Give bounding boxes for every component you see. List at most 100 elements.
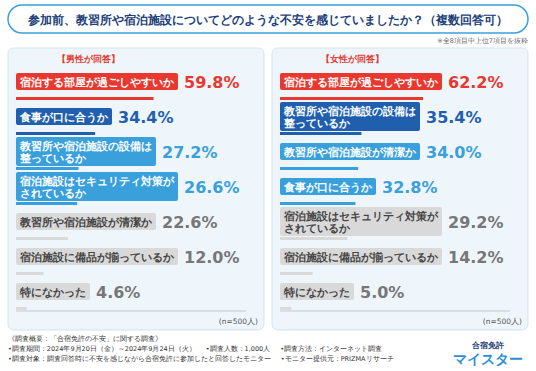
data-label: 14.2%: [448, 248, 504, 267]
row: 宿泊施設に備品が揃っているか 12.0%: [16, 248, 240, 267]
category-label: 食事が口に合うか: [283, 181, 373, 194]
label-line: 整っているか: [19, 152, 87, 164]
label-line: 食事が口に合うか: [19, 111, 109, 124]
panel: 【女性が回答】宿泊する部屋が過ごしやすいか 62.2% 教習所や宿泊施設の設備は整っ…: [272, 48, 528, 330]
category-label: 特になかった: [283, 286, 350, 299]
label-line: 教習所や宿泊施設の設備は: [19, 140, 152, 152]
bar: [16, 307, 27, 310]
category-label: 特になかった: [19, 286, 86, 299]
label-line: 宿泊施設はセキュリティ対策が: [19, 175, 175, 187]
bar: [280, 97, 423, 100]
data-label: 27.2%: [162, 143, 218, 162]
bars: [280, 97, 423, 310]
data-label: 4.6%: [96, 283, 140, 302]
label-line: 宿泊施設に備品が揃っているか: [19, 251, 175, 263]
labels: 宿泊する部屋が過ごしやすいか 62.2% 教習所や宿泊施設の設備は整っているか 35.…: [280, 73, 504, 302]
data-label: 59.8%: [184, 73, 240, 92]
data-label: 26.6%: [184, 178, 240, 197]
footer-item: •調査方法：インターネット調査: [280, 345, 382, 353]
label-line: 教習所や宿泊施設の設備は: [283, 105, 416, 117]
category-label: 教習所や宿泊施設の設備は整っているか: [19, 140, 152, 164]
label-box: [16, 213, 156, 230]
labels: 宿泊する部屋が過ごしやすいか59.8%食事が口に合うか34.4%教習所や宿泊施設…: [16, 73, 240, 302]
panel-frame: [272, 48, 528, 330]
row: 教習所や宿泊施設が清潔か 34.0%: [280, 143, 482, 162]
label-line: 宿泊施設に備品が揃っているか: [283, 251, 439, 263]
bar: [16, 132, 95, 135]
bar: [280, 167, 358, 170]
category-label: 食事が口に合うか: [19, 111, 109, 124]
bar: [16, 202, 77, 205]
row: 教習所や宿泊施設の設備は整っているか 35.4%: [280, 102, 482, 131]
row: 特になかった 4.6%: [16, 283, 140, 302]
label-line: されているか: [20, 187, 87, 199]
label-box: [280, 73, 442, 90]
row: 宿泊施設に備品が揃っているか 14.2%: [280, 248, 504, 267]
label-box: [16, 248, 178, 265]
category-label: 宿泊施設はセキュリティ対策がされているか: [19, 175, 175, 199]
row: 食事が口に合うか 32.8%: [280, 178, 438, 197]
panel-title: 【女性が回答】: [321, 54, 384, 64]
bar: [280, 132, 361, 135]
data-label: 29.2%: [448, 213, 504, 232]
label-line: 教習所や宿泊施設が清潔か: [19, 216, 153, 228]
footer-item: •調査人数：1,000人: [206, 345, 270, 353]
category-label: 宿泊する部屋が過ごしやすいか: [19, 76, 175, 89]
label-box: [16, 172, 178, 201]
data-label: 34.0%: [426, 143, 482, 162]
bar: [16, 237, 68, 240]
row: 特になかった 5.0%: [280, 283, 404, 302]
bars: [16, 97, 154, 310]
data-label: 35.4%: [426, 108, 482, 127]
category-label: 宿泊する部屋が過ごしやすいか: [283, 76, 439, 89]
label-line: 特になかった: [19, 286, 86, 299]
annotation: (n=500人): [219, 317, 258, 326]
footer-heading: 《調査概要：「合宿免許の不安」に関する調査》: [8, 335, 162, 343]
label-line: 特になかった: [283, 286, 350, 299]
label-box: [280, 178, 376, 195]
footer-item: •調査期間：2024年9月20日（金）～2024年9月24日（火）: [8, 345, 196, 353]
category-label: 宿泊施設はセキュリティ対策がされているか: [283, 210, 439, 234]
data-label: 5.0%: [360, 283, 404, 302]
label-line: 教習所や宿泊施設が清潔か: [283, 146, 417, 158]
bar: [280, 307, 292, 310]
panel-title: 【男性が回答】: [57, 54, 120, 64]
data-label: 32.8%: [382, 178, 438, 197]
data-label: 22.6%: [162, 213, 218, 232]
infographic: 参加前、教習所や宿泊施設についてどのような不安を感じていましたか？（複数回答可）…: [0, 0, 536, 371]
row: 宿泊施設はセキュリティ対策がされているか 29.2%: [280, 207, 504, 236]
label-line: されているか: [284, 222, 351, 234]
row: 教習所や宿泊施設が清潔か 22.6%: [16, 213, 218, 232]
bar: [280, 272, 313, 275]
row: 教習所や宿泊施設の設備は整っているか 27.2%: [16, 137, 218, 166]
row: 宿泊する部屋が過ごしやすいか 59.8%: [16, 73, 240, 92]
label-box: [280, 207, 442, 236]
row: 宿泊施設はセキュリティ対策がされているか 26.6%: [16, 172, 240, 201]
title: 参加前、教習所や宿泊施設についてどのような不安を感じていましたか？（複数回答可）: [27, 13, 508, 27]
axis-line: [280, 311, 510, 312]
note: ※全8項目中上位7項目を抜粋: [437, 37, 528, 45]
label-line: 食事が口に合うか: [283, 181, 373, 194]
bar: [280, 237, 347, 240]
category-label: 宿泊施設に備品が揃っているか: [283, 251, 439, 263]
category-label: 教習所や宿泊施設が清潔か: [19, 216, 153, 228]
label-box: [16, 108, 112, 125]
label-line: 宿泊する部屋が過ごしやすいか: [283, 76, 439, 89]
axis-line: [16, 311, 246, 312]
data-label: 62.2%: [448, 73, 504, 92]
label-line: 宿泊施設はセキュリティ対策が: [283, 210, 439, 222]
logo-text: 合宿免許: [471, 340, 504, 350]
bar: [16, 272, 44, 275]
footer-item: •調査対象：調査回答時に不安を感じながら合宿免許に参加したと回答したモニター: [8, 355, 271, 363]
label-box: [280, 102, 420, 131]
label-line: 整っているか: [283, 117, 351, 129]
label-box: [280, 248, 442, 265]
bar: [280, 202, 355, 205]
logo-text: マイスター: [453, 351, 523, 367]
data-label: 12.0%: [184, 248, 240, 267]
bar: [16, 97, 154, 100]
annotation: (n=500人): [483, 317, 522, 326]
label-line: 宿泊する部屋が過ごしやすいか: [19, 76, 175, 89]
title-frame: [8, 5, 528, 33]
bar: [16, 167, 79, 170]
